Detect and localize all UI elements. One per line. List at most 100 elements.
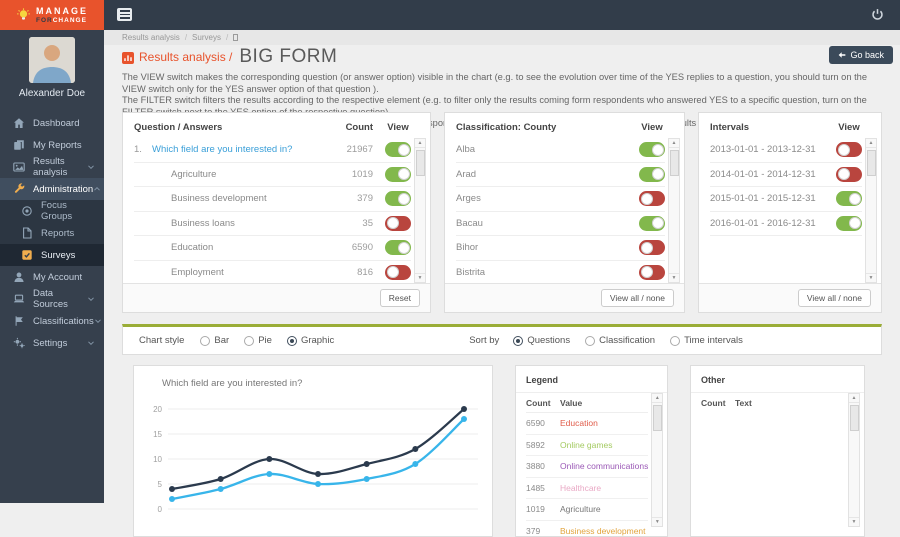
- page-head: Results analysis / BIG FORM: [122, 46, 337, 68]
- radio-label: Classification: [599, 335, 655, 346]
- legend-count: 379: [526, 526, 560, 536]
- legend-count: 1485: [526, 483, 560, 493]
- toggle-knob: [398, 144, 410, 156]
- view-all-none-button[interactable]: View all / none: [798, 289, 871, 307]
- row-label: Employment: [152, 267, 333, 278]
- brand-change: CHANGE: [53, 17, 87, 24]
- scroll-up-icon[interactable]: ▲: [849, 394, 859, 403]
- county-panel-title: Classification: County: [456, 122, 639, 133]
- view-toggle[interactable]: [385, 191, 411, 206]
- hamburger-icon[interactable]: [117, 8, 132, 21]
- scrollbar-thumb[interactable]: [653, 405, 662, 431]
- view-toggle[interactable]: [385, 142, 411, 157]
- view-toggle[interactable]: [639, 191, 665, 206]
- go-back-button[interactable]: Go back: [829, 46, 893, 64]
- scroll-up-icon[interactable]: ▲: [669, 139, 679, 148]
- table-row: 2016-01-01 - 2016-12-31: [710, 212, 862, 237]
- view-toggle[interactable]: [639, 142, 665, 157]
- row-count: 6590: [333, 242, 373, 253]
- view-toggle[interactable]: [639, 240, 665, 255]
- view-toggle[interactable]: [836, 142, 862, 157]
- sidebar-item-dashboard[interactable]: Dashboard: [0, 112, 104, 134]
- breadcrumb-item[interactable]: Surveys: [192, 33, 221, 42]
- view-toggle[interactable]: [639, 265, 665, 280]
- chevron-down-icon: [87, 339, 95, 347]
- gears-icon: [13, 337, 25, 349]
- chevron-down-icon: [94, 317, 102, 325]
- view-toggle[interactable]: [385, 167, 411, 182]
- radio-pie[interactable]: Pie: [244, 335, 272, 346]
- sidebar-item-label: Results analysis: [33, 156, 87, 178]
- sidebar-item-settings[interactable]: Settings: [0, 332, 104, 354]
- sidebar-item-label: My Reports: [33, 140, 82, 151]
- reset-button[interactable]: Reset: [380, 289, 420, 307]
- wrench-icon: [13, 183, 25, 195]
- scroll-down-icon[interactable]: ▼: [652, 517, 662, 526]
- toggle-knob: [641, 193, 653, 205]
- scrollbar-thumb[interactable]: [850, 405, 859, 431]
- scroll-down-icon[interactable]: ▼: [849, 517, 859, 526]
- toggle-knob: [849, 193, 861, 205]
- legend-value-header: Value: [560, 398, 648, 408]
- table-row: Bistrita: [456, 261, 665, 284]
- breadcrumb-item[interactable]: Results analysis: [122, 33, 180, 42]
- brand-name: MANAGE: [36, 6, 88, 16]
- radio-button: [513, 336, 523, 346]
- view-all-none-button[interactable]: View all / none: [601, 289, 674, 307]
- radio-button: [670, 336, 680, 346]
- radio-label: Graphic: [301, 335, 334, 346]
- brand-for: FOR: [36, 17, 53, 24]
- questions-rows: 1.Which field are you interested in?2196…: [134, 138, 411, 283]
- view-toggle[interactable]: [385, 265, 411, 280]
- view-toggle[interactable]: [385, 216, 411, 231]
- check-square-icon: [21, 249, 33, 261]
- scroll-up-icon[interactable]: ▲: [652, 394, 662, 403]
- radio-time-intervals[interactable]: Time intervals: [670, 335, 743, 346]
- picture-chart-icon: [13, 161, 25, 173]
- radio-graphic[interactable]: Graphic: [287, 335, 334, 346]
- sidebar-item-reports[interactable]: Reports: [0, 222, 104, 244]
- view-toggle[interactable]: [836, 191, 862, 206]
- power-icon[interactable]: [871, 8, 884, 21]
- radio-classification[interactable]: Classification: [585, 335, 655, 346]
- row-label: 2015-01-01 - 2015-12-31: [710, 193, 836, 204]
- view-toggle[interactable]: [639, 216, 665, 231]
- sidebar-item-data-sources[interactable]: Data Sources: [0, 288, 104, 310]
- page-title-prefix[interactable]: Results analysis /: [139, 50, 232, 64]
- view-toggle[interactable]: [836, 216, 862, 231]
- view-toggle[interactable]: [836, 167, 862, 182]
- scroll-up-icon[interactable]: ▲: [415, 139, 425, 148]
- sidebar-item-surveys[interactable]: Surveys: [0, 244, 104, 266]
- legend-count: 5892: [526, 440, 560, 450]
- sidebar-item-my-reports[interactable]: My Reports: [0, 134, 104, 156]
- scroll-up-icon[interactable]: ▲: [866, 139, 876, 148]
- legend-value: Healthcare: [560, 483, 648, 493]
- sidebar-item-results-analysis[interactable]: Results analysis: [0, 156, 104, 178]
- filter-panels-row: Question / Answers Count View 1.Which fi…: [122, 112, 882, 313]
- sidebar-item-administration[interactable]: Administration: [0, 178, 104, 200]
- svg-text:15: 15: [153, 430, 162, 439]
- home-icon: [13, 117, 25, 129]
- sidebar-item-my-account[interactable]: My Account: [0, 266, 104, 288]
- view-toggle[interactable]: [639, 167, 665, 182]
- sidebar-item-classifications[interactable]: Classifications: [0, 310, 104, 332]
- other-title: Other: [691, 366, 864, 393]
- scrollbar-thumb[interactable]: [416, 150, 425, 176]
- sidebar-item-label: Data Sources: [33, 288, 87, 310]
- scroll-down-icon[interactable]: ▼: [415, 273, 425, 282]
- sidebar-item-focus-groups[interactable]: Focus Groups: [0, 200, 104, 222]
- scroll-down-icon[interactable]: ▼: [866, 273, 876, 282]
- scrollbar-thumb[interactable]: [670, 150, 679, 176]
- scroll-down-icon[interactable]: ▼: [669, 273, 679, 282]
- scrollbar-thumb[interactable]: [867, 150, 876, 176]
- radio-questions[interactable]: Questions: [513, 335, 570, 346]
- radio-bar[interactable]: Bar: [200, 335, 229, 346]
- toggle-knob: [838, 168, 850, 180]
- question-link[interactable]: Which field are you interested in?: [152, 144, 333, 155]
- legend-value: Online communications: [560, 461, 648, 471]
- view-toggle[interactable]: [385, 240, 411, 255]
